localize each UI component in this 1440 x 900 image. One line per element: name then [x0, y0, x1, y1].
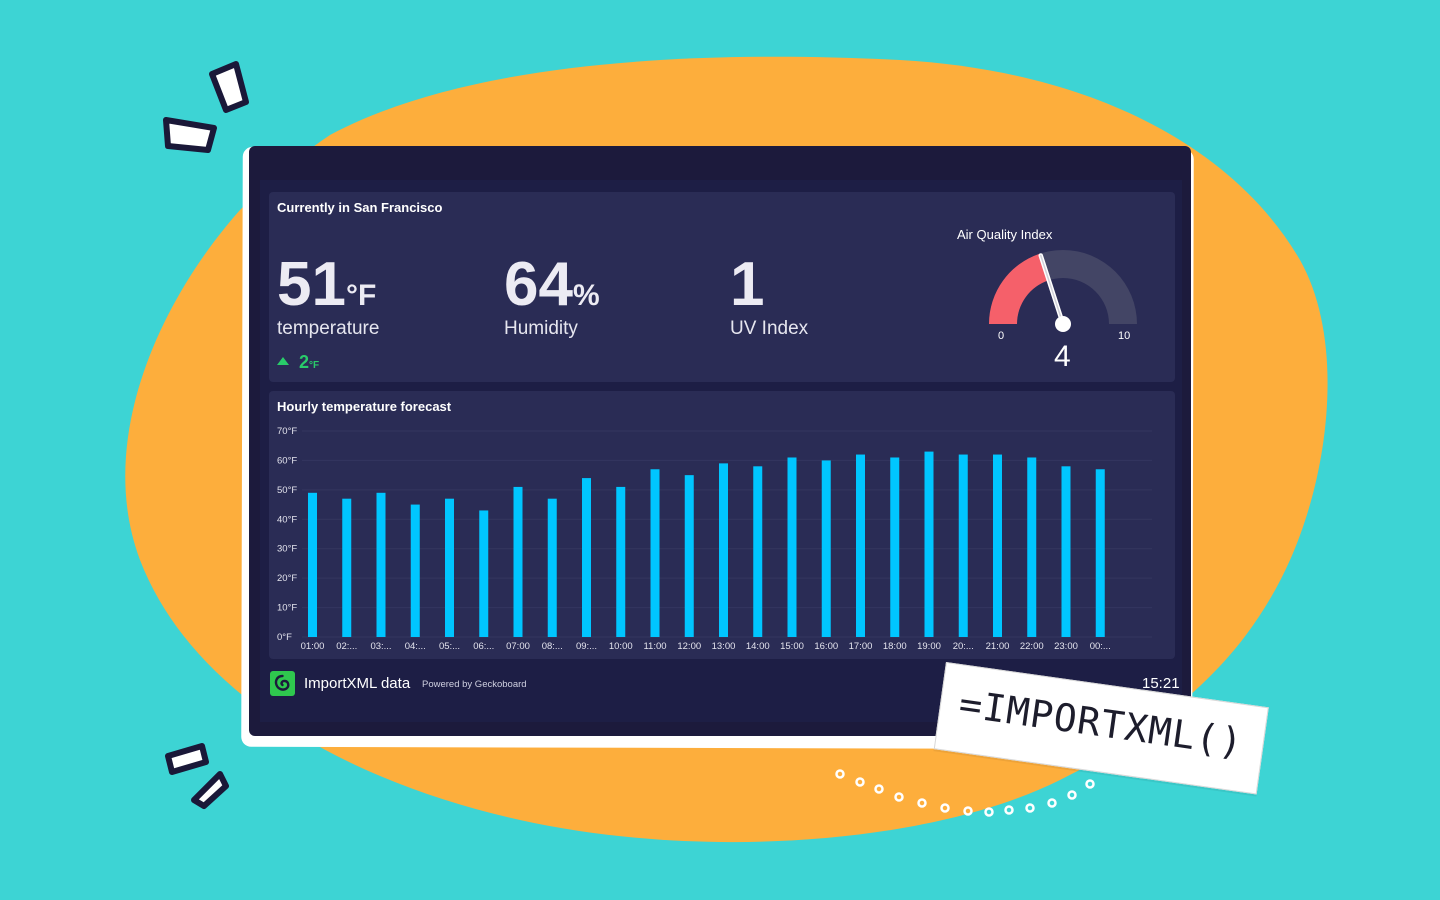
temperature-bar	[821, 460, 831, 637]
temperature-bar	[650, 469, 660, 637]
temperature-bar	[958, 454, 968, 637]
y-tick-label: 50°F	[277, 485, 297, 496]
sparkle-mark-top	[163, 61, 249, 153]
geckoboard-logo-icon	[270, 671, 295, 696]
x-tick-label: 18:00	[883, 641, 907, 652]
powered-by-text: Powered by Geckoboard	[422, 679, 527, 690]
x-tick-label: 19:00	[917, 641, 941, 652]
x-tick-label: 03:...	[370, 641, 391, 652]
x-tick-label: 06:...	[473, 641, 494, 652]
x-tick-label: 20:...	[953, 641, 974, 652]
temperature-value: 51	[277, 250, 346, 319]
x-tick-label: 02:...	[336, 641, 357, 652]
temperature-bar	[890, 457, 900, 637]
temperature-bar	[513, 486, 523, 637]
temperature-bar	[993, 454, 1002, 637]
temperature-bar	[787, 457, 797, 637]
change-value: 2	[299, 352, 310, 372]
temperature-bar	[547, 498, 557, 637]
clock-time: 15:21	[1142, 675, 1180, 692]
x-tick-label: 04:...	[405, 641, 426, 652]
temperature-label: temperature	[277, 318, 380, 339]
humidity-unit: %	[572, 279, 600, 312]
swirl-icon	[274, 674, 290, 691]
y-tick-label: 30°F	[277, 544, 297, 555]
temperature-change: 2°F	[277, 352, 319, 373]
aqi-gauge	[989, 250, 1137, 332]
aqi-title: Air Quality Index	[957, 227, 1053, 242]
temperature-bar	[719, 463, 728, 637]
x-tick-label: 17:00	[849, 641, 873, 652]
arrow-up-icon	[277, 357, 289, 365]
change-unit: °F	[309, 360, 320, 371]
forecast-title: Hourly temperature forecast	[277, 399, 452, 414]
aqi-value: 4	[1054, 340, 1071, 373]
temperature-bar	[753, 466, 763, 637]
gauge-hub	[1055, 316, 1071, 332]
hourly-temperature-chart: 70°F 60°F 50°F 40°F 30°F 20°F 10°F 0°F 01:00 02:.…	[277, 426, 1152, 652]
uv-label: UV Index	[730, 318, 809, 339]
temperature-bar	[342, 498, 352, 637]
x-tick-label: 16:00	[814, 641, 838, 652]
x-tick-label: 10:00	[609, 641, 633, 652]
gauge-needle-core	[1040, 254, 1064, 325]
x-tick-label: 12:00	[677, 641, 701, 652]
x-tick-label: 13:00	[712, 641, 736, 652]
temperature-bar	[410, 504, 420, 637]
temperature-bar	[856, 454, 865, 637]
humidity-value: 64	[504, 250, 573, 319]
x-tick-label: 01:00	[301, 641, 325, 652]
dotted-trail	[835, 769, 1095, 817]
x-tick-label: 15:00	[780, 641, 804, 652]
temperature-metric: 51°F temperature	[277, 254, 379, 340]
x-tick-label: 14:00	[746, 641, 770, 652]
x-tick-label: 00:...	[1090, 641, 1111, 652]
temperature-unit: °F	[345, 279, 377, 312]
uv-metric: 1 UV Index	[730, 254, 808, 340]
temperature-bar	[582, 478, 591, 637]
aqi-max: 10	[1118, 330, 1131, 342]
x-tick-label: 08:...	[542, 641, 563, 652]
y-tick-label: 10°F	[277, 603, 297, 614]
y-tick-label: 40°F	[277, 514, 297, 525]
temperature-bar	[684, 475, 694, 637]
temperature-bar	[924, 451, 934, 637]
x-tick-label: 07:00	[506, 641, 530, 652]
x-tick-label: 22:00	[1020, 641, 1044, 652]
sparkle-mark-bottom	[165, 743, 229, 809]
temperature-bar	[616, 486, 626, 637]
x-tick-label: 05:...	[439, 641, 460, 652]
temperature-bar	[1027, 457, 1037, 637]
y-tick-label: 20°F	[277, 573, 297, 584]
dashboard-name: ImportXML data	[304, 675, 411, 692]
aqi-min: 0	[998, 330, 1005, 342]
uv-value: 1	[730, 250, 765, 319]
temperature-bar	[376, 492, 386, 637]
gauge-fill	[989, 253, 1049, 324]
widget-title: Currently in San Francisco	[277, 200, 443, 215]
y-tick-label: 0°F	[277, 632, 292, 643]
humidity-label: Humidity	[504, 318, 578, 339]
x-tick-label: 11:00	[643, 641, 666, 652]
temperature-bar	[1095, 469, 1105, 637]
y-tick-label: 70°F	[277, 426, 297, 437]
temperature-bar	[445, 498, 454, 637]
temperature-bar	[1061, 466, 1071, 637]
y-tick-label: 60°F	[277, 455, 297, 466]
humidity-metric: 64% Humidity	[504, 254, 600, 340]
x-tick-label: 23:00	[1054, 641, 1078, 652]
x-tick-label: 21:00	[986, 641, 1010, 652]
temperature-bar	[479, 510, 489, 637]
temperature-bar	[308, 492, 317, 637]
x-tick-label: 09:...	[576, 641, 597, 652]
